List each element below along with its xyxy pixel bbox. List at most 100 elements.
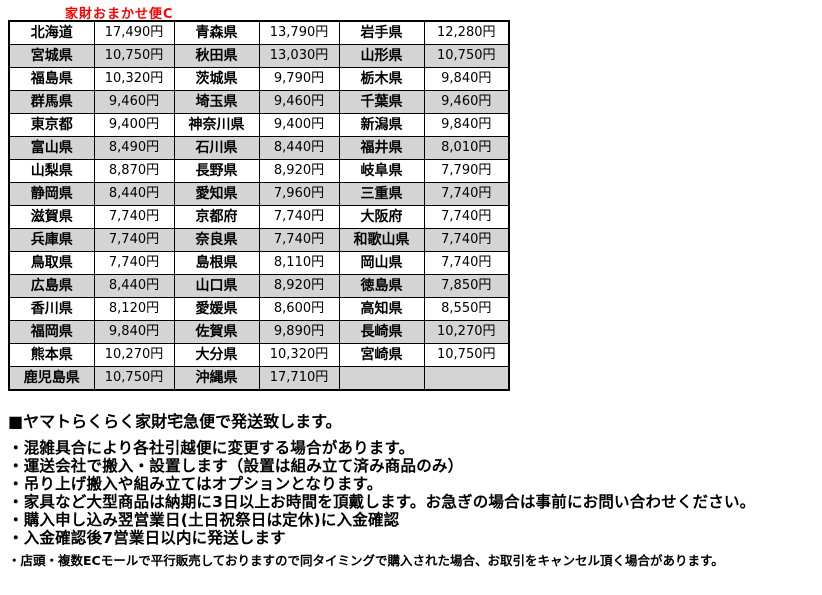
prefecture-cell: 山口県 xyxy=(173,274,260,298)
price-cell: 13,030円 xyxy=(258,44,340,68)
prefecture-cell: 千葉県 xyxy=(338,90,425,114)
prefecture-cell: 福井県 xyxy=(338,136,425,160)
note-bullet: ・入金確認後7営業日以内に発送します xyxy=(8,529,286,547)
table-row: 富山県 8,490円 石川県 8,440円 福井県 8,010円 xyxy=(8,136,510,160)
table-row: 香川県 8,120円 愛媛県 8,600円 高知県 8,550円 xyxy=(8,297,510,321)
price-cell: 17,710円 xyxy=(258,366,340,391)
price-cell: 7,740円 xyxy=(258,228,340,252)
price-cell: 8,110円 xyxy=(258,251,340,275)
prefecture-cell: 栃木県 xyxy=(338,67,425,91)
price-cell: 8,440円 xyxy=(93,274,175,298)
prefecture-cell: 長崎県 xyxy=(338,320,425,344)
prefecture-cell: 茨城県 xyxy=(173,67,260,91)
prefecture-cell: 鳥取県 xyxy=(8,251,95,275)
prefecture-cell: 兵庫県 xyxy=(8,228,95,252)
prefecture-cell: 沖縄県 xyxy=(173,366,260,391)
price-cell: 9,790円 xyxy=(258,67,340,91)
table-row: 熊本県 10,270円 大分県 10,320円 宮崎県 10,750円 xyxy=(8,343,510,367)
prefecture-cell: 島根県 xyxy=(173,251,260,275)
note-bullet: ・購入申し込み翌営業日(土日祝祭日は定休)に入金確認 xyxy=(8,511,400,529)
prefecture-cell: 愛知県 xyxy=(173,182,260,206)
price-cell: 10,270円 xyxy=(93,343,175,367)
table-row: 東京都 9,400円 神奈川県 9,400円 新潟県 9,840円 xyxy=(8,113,510,137)
prefecture-cell: 大分県 xyxy=(173,343,260,367)
price-cell: 7,740円 xyxy=(258,205,340,229)
price-table-body: 北海道 17,490円 青森県 13,790円 岩手県 12,280円 宮城県 10,750円… xyxy=(8,20,510,391)
prefecture-cell: 静岡県 xyxy=(8,182,95,206)
table-row: 宮城県 10,750円 秋田県 13,030円 山形県 10,750円 xyxy=(8,44,510,68)
notes-heading: ■ヤマトらくらく家財宅急便で発送致します。 xyxy=(8,412,342,431)
prefecture-cell: 北海道 xyxy=(8,20,95,45)
table-row: 福岡県 9,840円 佐賀県 9,890円 長崎県 10,270円 xyxy=(8,320,510,344)
price-cell: 9,460円 xyxy=(423,90,510,114)
prefecture-cell: 奈良県 xyxy=(173,228,260,252)
prefecture-cell: 佐賀県 xyxy=(173,320,260,344)
price-cell: 9,890円 xyxy=(258,320,340,344)
price-cell: 10,750円 xyxy=(93,44,175,68)
cancellation-note: ・店頭・複数ECモールで平行販売しておりますので同タイミングで購入された場合、お… xyxy=(8,553,724,568)
prefecture-cell: 大阪府 xyxy=(338,205,425,229)
prefecture-cell: 新潟県 xyxy=(338,113,425,137)
prefecture-cell xyxy=(338,366,425,391)
price-cell: 9,840円 xyxy=(93,320,175,344)
prefecture-cell: 和歌山県 xyxy=(338,228,425,252)
price-cell: 7,790円 xyxy=(423,159,510,183)
table-row: 兵庫県 7,740円 奈良県 7,740円 和歌山県 7,740円 xyxy=(8,228,510,252)
table-row: 北海道 17,490円 青森県 13,790円 岩手県 12,280円 xyxy=(8,20,510,45)
note-bullet: ・吊り上げ搬入や組み立てはオプションとなります。 xyxy=(8,475,383,493)
price-cell: 8,490円 xyxy=(93,136,175,160)
prefecture-cell: 宮崎県 xyxy=(338,343,425,367)
price-cell: 8,920円 xyxy=(258,159,340,183)
price-cell: 8,920円 xyxy=(258,274,340,298)
price-cell: 8,550円 xyxy=(423,297,510,321)
prefecture-cell: 香川県 xyxy=(8,297,95,321)
table-row: 鹿児島県 10,750円 沖縄県 17,710円 xyxy=(8,366,510,391)
prefecture-cell: 秋田県 xyxy=(173,44,260,68)
prefecture-cell: 京都府 xyxy=(173,205,260,229)
price-cell: 10,270円 xyxy=(423,320,510,344)
table-row: 滋賀県 7,740円 京都府 7,740円 大阪府 7,740円 xyxy=(8,205,510,229)
prefecture-cell: 鹿児島県 xyxy=(8,366,95,391)
prefecture-cell: 群馬県 xyxy=(8,90,95,114)
price-cell: 8,600円 xyxy=(258,297,340,321)
price-cell: 7,740円 xyxy=(93,228,175,252)
prefecture-cell: 熊本県 xyxy=(8,343,95,367)
prefecture-cell: 宮城県 xyxy=(8,44,95,68)
price-cell: 8,440円 xyxy=(258,136,340,160)
prefecture-cell: 岡山県 xyxy=(338,251,425,275)
prefecture-cell: 愛媛県 xyxy=(173,297,260,321)
prefecture-cell: 三重県 xyxy=(338,182,425,206)
price-cell: 8,440円 xyxy=(93,182,175,206)
prefecture-cell: 岐阜県 xyxy=(338,159,425,183)
prefecture-cell: 岩手県 xyxy=(338,20,425,45)
table-row: 山梨県 8,870円 長野県 8,920円 岐阜県 7,790円 xyxy=(8,159,510,183)
note-bullet: ・家具など大型商品は納期に3日以上お時間を頂戴します。お急ぎの場合は事前にお問い… xyxy=(8,493,756,511)
prefecture-cell: 滋賀県 xyxy=(8,205,95,229)
price-cell: 8,120円 xyxy=(93,297,175,321)
table-row: 鳥取県 7,740円 島根県 8,110円 岡山県 7,740円 xyxy=(8,251,510,275)
prefecture-cell: 徳島県 xyxy=(338,274,425,298)
price-cell: 7,740円 xyxy=(423,228,510,252)
table-row: 福島県 10,320円 茨城県 9,790円 栃木県 9,840円 xyxy=(8,67,510,91)
prefecture-cell: 東京都 xyxy=(8,113,95,137)
price-cell: 7,960円 xyxy=(258,182,340,206)
price-cell: 10,320円 xyxy=(93,67,175,91)
price-cell: 8,010円 xyxy=(423,136,510,160)
price-cell: 7,740円 xyxy=(423,251,510,275)
price-cell: 10,750円 xyxy=(93,366,175,391)
shipping-price-table: 北海道 17,490円 青森県 13,790円 岩手県 12,280円 宮城県 10,750円… xyxy=(8,20,510,391)
price-cell: 13,790円 xyxy=(258,20,340,45)
shipping-service-title: 家財おまかせ便C xyxy=(65,7,174,22)
prefecture-cell: 山梨県 xyxy=(8,159,95,183)
price-cell: 7,850円 xyxy=(423,274,510,298)
prefecture-cell: 神奈川県 xyxy=(173,113,260,137)
note-bullet: ・混雑具合により各社引越便に変更する場合があります。 xyxy=(8,439,415,457)
prefecture-cell: 埼玉県 xyxy=(173,90,260,114)
prefecture-cell: 山形県 xyxy=(338,44,425,68)
table-row: 静岡県 8,440円 愛知県 7,960円 三重県 7,740円 xyxy=(8,182,510,206)
price-cell: 10,320円 xyxy=(258,343,340,367)
price-cell: 9,840円 xyxy=(423,67,510,91)
price-cell: 9,460円 xyxy=(93,90,175,114)
price-cell: 7,740円 xyxy=(93,205,175,229)
price-cell: 12,280円 xyxy=(423,20,510,45)
